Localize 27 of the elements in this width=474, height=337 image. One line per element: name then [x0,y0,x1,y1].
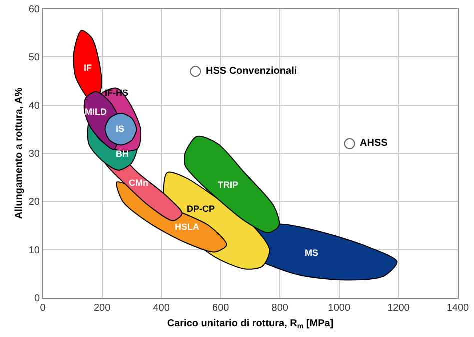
series-label: DP-CP [187,204,216,214]
y-tick-label: 10 [28,245,40,256]
y-tick-label: 30 [28,149,40,160]
series-label: IF [84,63,92,73]
y-tick-label: 60 [28,4,40,16]
series-label: CMn [129,178,148,188]
y-axis-title: Allungamento a rottura, A% [14,88,25,220]
y-tick-label: 0 [34,294,40,304]
x-tick-label: 1400 [446,303,470,314]
y-tick-label: 20 [28,197,40,208]
series-label: BH [116,149,129,159]
series-label: TRIP [218,180,239,190]
x-tick-label: 200 [94,303,112,314]
x-tick-label: 400 [153,303,170,314]
y-tick-label: 50 [28,52,40,64]
x-tick-label: 1200 [388,303,410,314]
series-label: HSLA [175,222,200,232]
series-label: MILD [85,107,108,117]
x-tick-label: 800 [272,303,289,314]
y-tick-label: 40 [28,100,40,112]
x-axis-title: Carico unitario di rottura, R$_{m}$ [MPa] [167,318,334,331]
x-tick-label: 600 [212,303,230,314]
annotation: HSS Convenzionali [206,66,298,77]
series-label: IS [116,124,125,134]
annotation: AHSS [360,138,388,149]
series-label: MS [305,248,318,258]
x-tick-label: 1000 [328,303,351,314]
